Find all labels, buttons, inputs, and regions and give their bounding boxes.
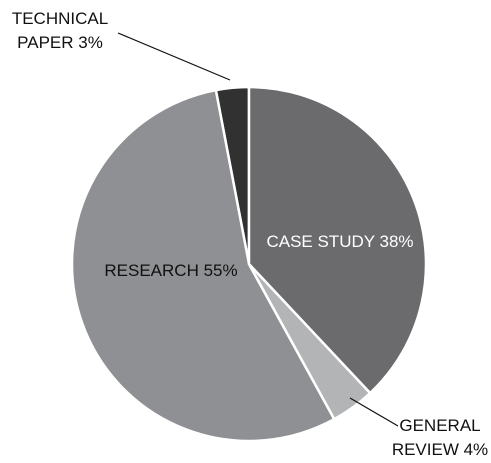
label-line: GENERAL [399,416,480,435]
slice-label: RESEARCH 55% [104,261,237,280]
pie-slice [70,88,336,443]
label-line: TECHNICAL [12,9,108,28]
slice-label: TECHNICAL PAPER 3% [12,9,108,52]
leader-line [349,397,399,427]
label-line: REVIEW 4% [392,440,488,459]
label-line: CASE STUDY 38% [266,232,413,251]
label-line: PAPER 3% [17,33,103,52]
slice-label: CASE STUDY 38% [266,232,413,251]
slice-label: GENERAL REVIEW 4% [392,416,488,459]
label-line: RESEARCH 55% [104,261,237,280]
pie-slice [247,85,428,395]
leader-line [117,32,231,81]
